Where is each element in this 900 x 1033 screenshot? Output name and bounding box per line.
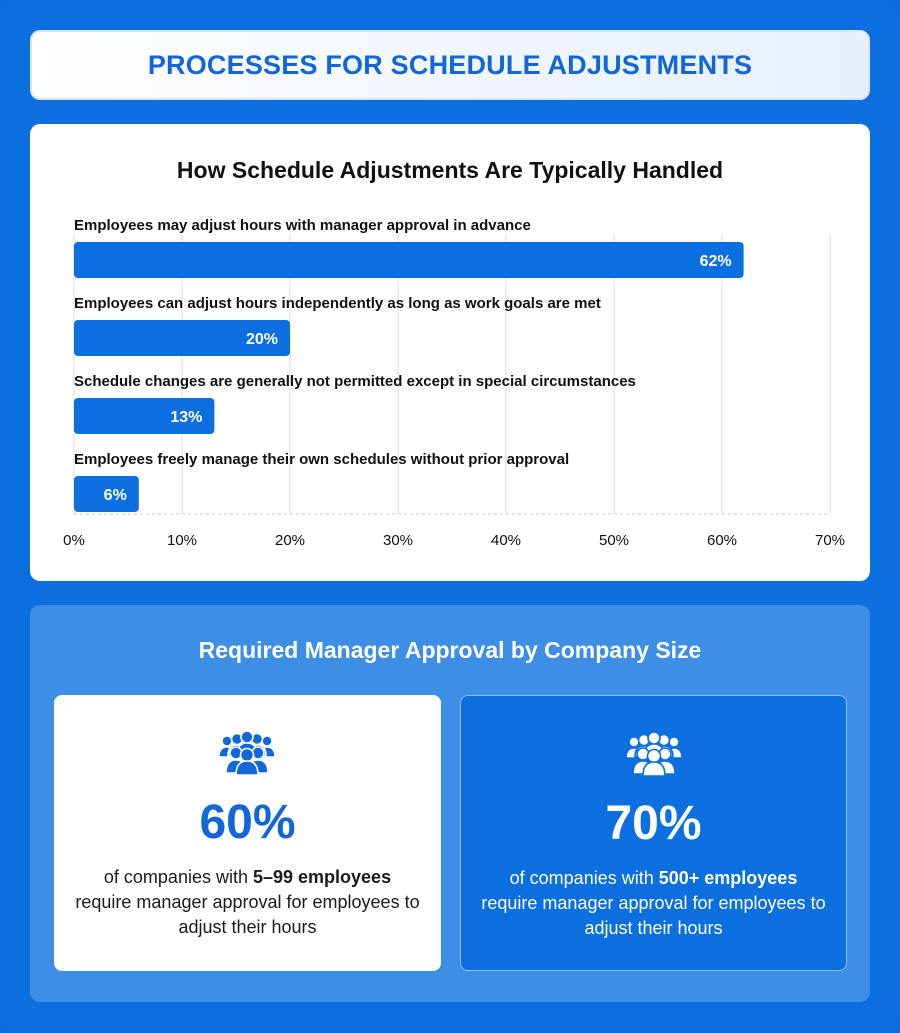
title-banner: PROCESSES FOR SCHEDULE ADJUSTMENTS xyxy=(30,30,870,100)
data-label: 13% xyxy=(170,409,202,426)
x-tick-label: 30% xyxy=(383,532,413,549)
bar-chart: 0% 10% 20% 30% 40% 50% 60% 70% Employees may adj… xyxy=(63,217,845,549)
bar xyxy=(74,398,215,434)
people-group-icon xyxy=(625,732,683,776)
page-title: PROCESSES FOR SCHEDULE ADJUSTMENTS xyxy=(147,49,753,80)
data-label: 62% xyxy=(700,253,732,270)
x-tick-label: 60% xyxy=(707,532,737,549)
x-tick-label: 50% xyxy=(599,532,629,549)
stat-card-large-companies: 70% of companies with 500+ employees req… xyxy=(460,695,847,971)
data-label: 6% xyxy=(104,487,127,504)
stat-text-suffix: require manager approval for employees t… xyxy=(75,892,420,937)
bar xyxy=(74,242,744,278)
stat-value: 60% xyxy=(199,796,296,849)
stat-description: of companies with 500+ employees require… xyxy=(481,866,826,941)
bar xyxy=(74,476,139,512)
stat-description: of companies with 5–99 employees require… xyxy=(74,865,421,940)
people-group-icon xyxy=(218,731,276,775)
category-label: Employees freely manage their own schedu… xyxy=(74,451,569,468)
stat-highlight: 5–99 employees xyxy=(252,867,392,887)
x-tick-label: 20% xyxy=(275,532,305,549)
category-label: Employees may adjust hours with manager … xyxy=(74,217,531,234)
approval-panel: Required Manager Approval by Company Siz… xyxy=(30,605,870,1002)
stat-text-prefix: of companies with xyxy=(103,867,253,887)
x-tick-label: 10% xyxy=(167,532,197,549)
chart-card: How Schedule Adjustments Are Typically H… xyxy=(30,124,870,581)
chart-title: How Schedule Adjustments Are Typically H… xyxy=(176,157,724,183)
stat-card-small-companies: 60% of companies with 5–99 employees req… xyxy=(54,695,441,971)
category-label: Employees can adjust hours independently… xyxy=(74,295,601,312)
x-tick-label: 40% xyxy=(491,532,521,549)
category-label: Schedule changes are generally not permi… xyxy=(74,373,636,390)
stat-highlight: 500+ employees xyxy=(658,868,798,888)
stat-value: 70% xyxy=(605,797,702,850)
approval-panel-title: Required Manager Approval by Company Siz… xyxy=(198,637,702,663)
x-tick-label: 0% xyxy=(63,532,85,549)
stat-text-prefix: of companies with xyxy=(509,868,659,888)
bar xyxy=(74,320,290,356)
stat-text-suffix: require manager approval for employees t… xyxy=(481,893,826,938)
x-tick-label: 70% xyxy=(815,532,845,549)
data-label: 20% xyxy=(246,331,278,348)
